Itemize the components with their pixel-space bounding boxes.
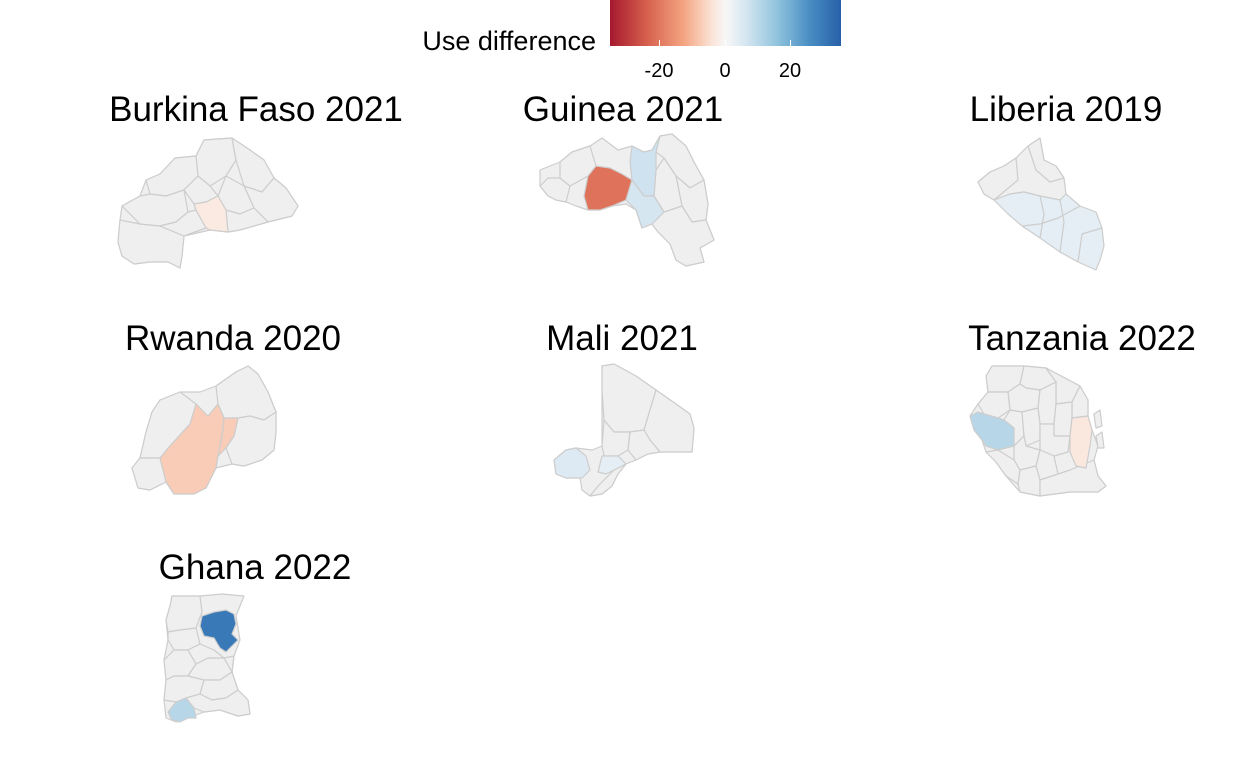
region (643, 389, 695, 453)
region-highlighted (629, 135, 661, 197)
region-highlighted (1069, 415, 1093, 469)
map-rwanda (131, 365, 277, 495)
map-title-guinea: Guinea 2021 (522, 90, 724, 129)
region (977, 391, 1011, 419)
map-liberia (977, 137, 1105, 271)
region (1017, 465, 1041, 497)
map-ghana (163, 593, 251, 723)
legend-tick-label: 0 (719, 60, 731, 82)
map-tanzania (969, 365, 1107, 497)
region (1021, 205, 1081, 227)
map-title-tanzania: Tanzania 2022 (968, 319, 1196, 358)
region (215, 365, 277, 421)
region-highlighted (193, 195, 229, 233)
region (1027, 137, 1065, 183)
map-title-mali: Mali 2021 (546, 319, 698, 358)
region (1039, 195, 1045, 239)
map-mali (553, 363, 695, 497)
map-title-rwanda: Rwanda 2020 (125, 319, 341, 358)
region-highlighted (167, 697, 197, 723)
region-highlighted (553, 447, 591, 479)
region (1077, 227, 1103, 263)
legend-tickmark (790, 40, 791, 46)
region (223, 655, 235, 673)
region-highlighted (597, 455, 627, 475)
region-highlighted (159, 403, 225, 495)
region-highlighted (199, 609, 239, 653)
region (1095, 431, 1105, 449)
legend-title: Use difference (422, 26, 596, 56)
region (627, 429, 661, 461)
map-title-liberia: Liberia 2019 (969, 90, 1163, 129)
legend-colorbar (610, 0, 841, 46)
region-highlighted (583, 165, 633, 211)
region (589, 463, 627, 497)
region-highlighted (625, 179, 665, 229)
region (977, 157, 1019, 201)
region (539, 177, 571, 203)
region (1059, 199, 1065, 253)
legend-tick-label: -20 (644, 60, 674, 82)
legend-tickmark (659, 40, 660, 46)
map-guinea (539, 133, 715, 267)
region (165, 595, 203, 633)
legend-tickmark (725, 40, 726, 46)
region (1093, 409, 1103, 429)
map-title-ghana: Ghana 2022 (158, 548, 352, 587)
region (1039, 423, 1071, 457)
region-highlighted (217, 417, 239, 457)
legend-tick-label: 20 (778, 60, 802, 82)
map-burkina-faso (117, 137, 299, 269)
region (187, 643, 225, 665)
region-highlighted (993, 191, 1105, 271)
region-highlighted (969, 411, 1015, 451)
map-title-burkina-faso: Burkina Faso 2021 (109, 90, 403, 129)
region (1053, 401, 1073, 437)
